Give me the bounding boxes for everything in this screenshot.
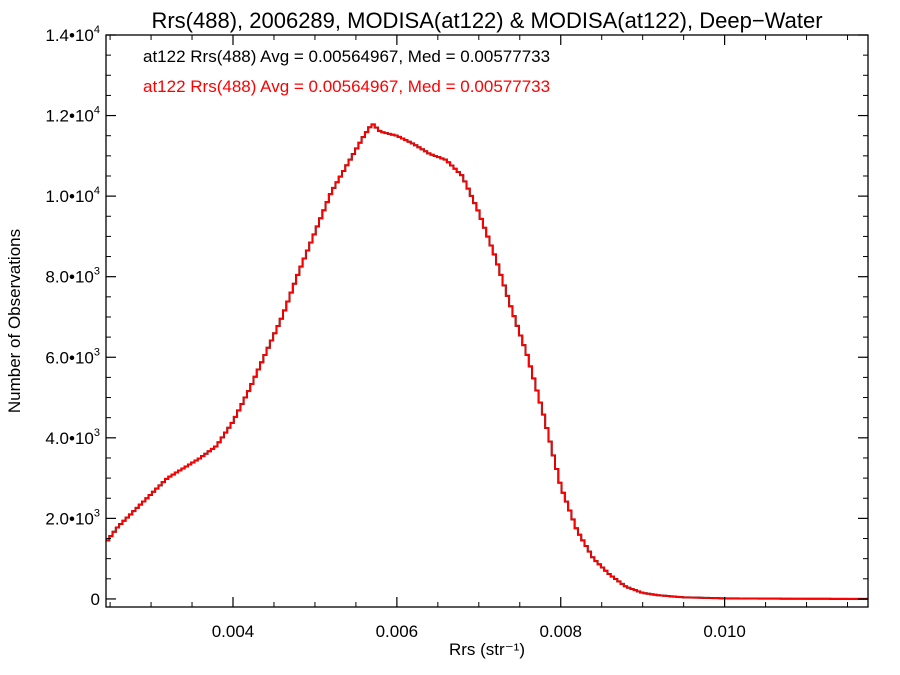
y-axis-label: Number of Observations (5, 229, 24, 413)
x-tick-label: 0.010 (703, 622, 746, 641)
x-tick-label: 0.008 (539, 622, 582, 641)
y-tick-label: 4.0•103 (45, 427, 100, 448)
y-tick-exponent: 4 (94, 105, 100, 117)
y-tick-label: 0 (91, 590, 100, 609)
y-tick-mantissa: 4.0•10 (45, 429, 94, 448)
ticks-layer: 0.004 0.006 0.008 0.01002.0•1034.0•1036.0•1… (45, 24, 868, 641)
y-tick-label: 6.0•103 (45, 346, 100, 367)
y-tick-exponent: 4 (94, 185, 100, 197)
y-tick-label: 1.4•104 (45, 24, 100, 45)
y-tick-exponent: 3 (94, 427, 100, 439)
y-tick-mantissa: 0 (91, 590, 100, 609)
y-tick-exponent: 3 (94, 266, 100, 278)
chart-title: Rrs(488), 2006289, MODISA(at122) & MODIS… (151, 8, 822, 33)
y-tick-mantissa: 1.2•10 (45, 107, 94, 126)
annotation-red: at122 Rrs(488) Avg = 0.00564967, Med = 0… (143, 77, 550, 96)
y-tick-label: 8.0•103 (45, 266, 100, 287)
y-tick-exponent: 4 (94, 24, 100, 36)
y-tick-label: 2.0•103 (45, 507, 100, 528)
y-tick-mantissa: 1.4•10 (45, 26, 94, 45)
histogram-series-red (106, 123, 868, 600)
x-tick-label: 0.006 (376, 622, 419, 641)
y-tick-label: 1.2•104 (45, 105, 100, 126)
annotation-black: at122 Rrs(488) Avg = 0.00564967, Med = 0… (143, 47, 550, 66)
y-tick-mantissa: 2.0•10 (45, 509, 94, 528)
y-tick-mantissa: 1.0•10 (45, 187, 94, 206)
y-tick-mantissa: 6.0•10 (45, 348, 94, 367)
y-tick-mantissa: 8.0•10 (45, 268, 94, 287)
y-tick-label: 1.0•104 (45, 185, 100, 206)
x-tick-label: 0.004 (212, 622, 255, 641)
plot-frame (105, 34, 869, 608)
y-tick-exponent: 3 (94, 507, 100, 519)
data-layer (106, 123, 868, 600)
y-tick-exponent: 3 (94, 346, 100, 358)
x-axis-label: Rrs (str⁻¹) (449, 640, 525, 659)
